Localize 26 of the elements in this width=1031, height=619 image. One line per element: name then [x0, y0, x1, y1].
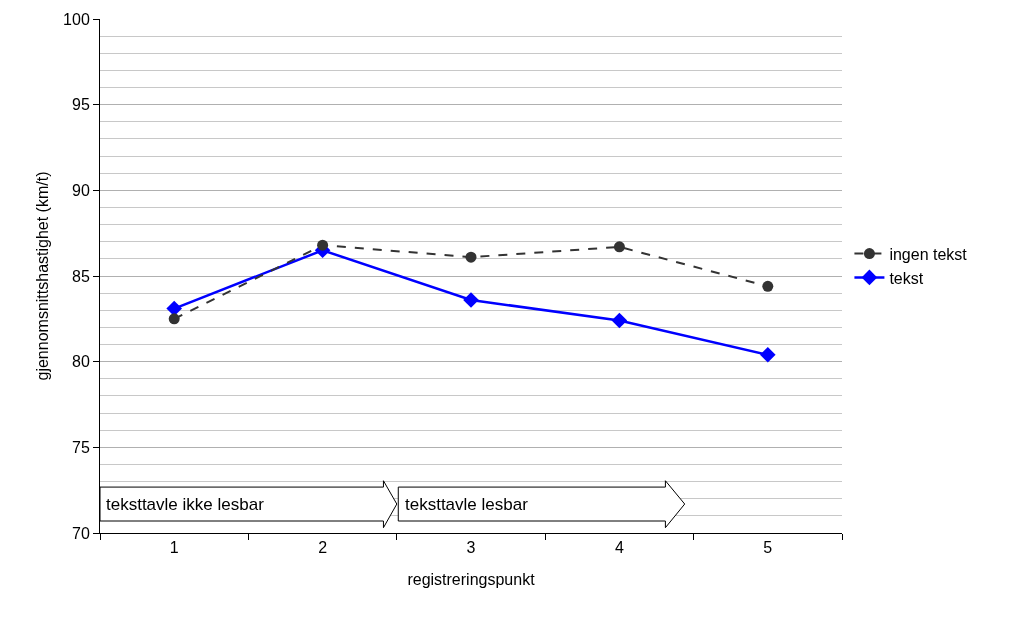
x-axis-title: registreringspunkt [407, 570, 536, 588]
point [168, 313, 180, 325]
x-tick-label: 1 [169, 539, 179, 557]
point [463, 292, 479, 308]
point [611, 312, 628, 329]
point [760, 347, 776, 363]
y-tick-label: 75 [72, 438, 90, 456]
x-tick-label: 4 [614, 539, 624, 557]
y-tick-label: 95 [72, 96, 90, 114]
point [613, 241, 625, 253]
annotation: teksttavle lesbar [405, 495, 529, 514]
y-tick-label: 80 [72, 353, 90, 371]
y-axis-title: gjennomsnittshastighet (km/t) [34, 171, 51, 381]
legend-label: tekst [889, 269, 924, 287]
annotation: teksttavle ikke lesbar [106, 495, 265, 514]
x-tick-label: 2 [318, 539, 328, 557]
x-tick-label: 5 [763, 539, 773, 557]
point [317, 239, 329, 251]
point [465, 251, 477, 263]
y-tick-label: 100 [63, 10, 90, 28]
y-tick-label: 90 [72, 181, 90, 199]
x-tick-label: 3 [466, 539, 476, 557]
y-tick-label: 85 [72, 267, 90, 285]
legend-label: ingen tekst [889, 245, 968, 263]
y-tick-label: 70 [72, 524, 90, 542]
point [762, 280, 774, 292]
